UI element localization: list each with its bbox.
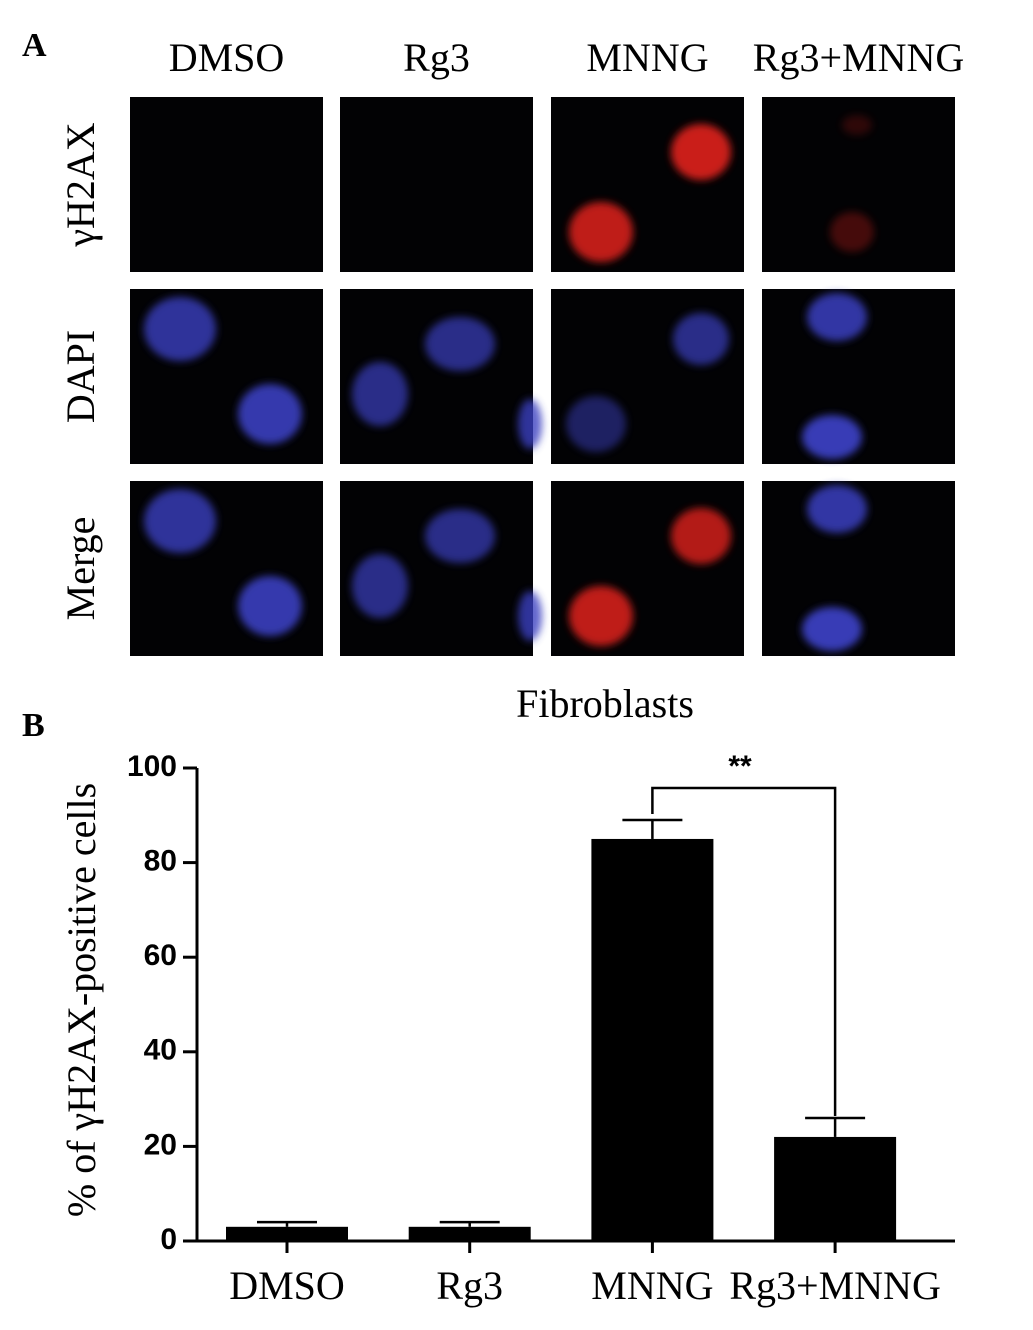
bar <box>408 1226 531 1241</box>
nucleus <box>238 384 302 444</box>
nucleus <box>807 293 867 341</box>
row-label: γH2AX <box>58 122 103 247</box>
bar <box>591 838 714 1241</box>
column-label: DMSO <box>169 35 285 80</box>
y-tick-label: 20 <box>144 1128 177 1161</box>
significance-bracket <box>651 786 837 1117</box>
nucleus <box>807 485 867 533</box>
y-tick-label: 100 <box>127 750 177 783</box>
chart-title: Fibroblasts <box>516 681 694 726</box>
nucleus <box>352 554 408 618</box>
nucleus <box>671 508 731 564</box>
nucleus <box>352 362 408 426</box>
y-tick-label: 0 <box>160 1223 177 1256</box>
x-tick-label: MNNG <box>591 1263 713 1308</box>
y-tick-label: 80 <box>144 845 177 878</box>
y-tick-label: 60 <box>144 939 177 972</box>
x-tick-label: Rg3 <box>436 1263 503 1308</box>
y-axis-label: % of γH2AX-positive cells <box>59 783 104 1217</box>
nucleus <box>830 212 874 252</box>
nucleus <box>144 489 216 553</box>
nucleus <box>425 509 495 563</box>
bar <box>226 1226 348 1241</box>
y-tick-label: 40 <box>144 1034 177 1067</box>
nucleus <box>802 607 862 651</box>
nucleus <box>566 396 626 452</box>
nucleus <box>144 297 216 361</box>
nucleus <box>518 399 542 449</box>
bar <box>774 1136 897 1241</box>
nucleus <box>425 317 495 371</box>
nucleus <box>569 586 633 646</box>
nucleus <box>238 576 302 636</box>
panel-letter: B <box>22 707 45 744</box>
nucleus <box>673 313 729 365</box>
nucleus <box>518 591 542 641</box>
nucleus <box>802 415 862 459</box>
significance-label: ** <box>728 750 752 783</box>
nucleus <box>842 115 872 135</box>
row-label: Merge <box>58 517 103 621</box>
row-label: DAPI <box>58 330 103 423</box>
column-label: MNNG <box>586 35 708 80</box>
panel-letter: A <box>22 27 47 64</box>
column-label: Rg3+MNNG <box>753 35 964 80</box>
nucleus <box>671 124 731 180</box>
x-tick-label: DMSO <box>229 1263 345 1308</box>
micrograph-grid: DMSO Rg3 MNNG Rg3+MNNG γH2AX DAPI Merge <box>58 35 964 656</box>
micrograph <box>130 97 323 272</box>
micrograph <box>340 97 533 272</box>
column-label: Rg3 <box>403 35 470 80</box>
x-tick-label: Rg3+MNNG <box>729 1263 940 1308</box>
nucleus <box>569 202 633 262</box>
